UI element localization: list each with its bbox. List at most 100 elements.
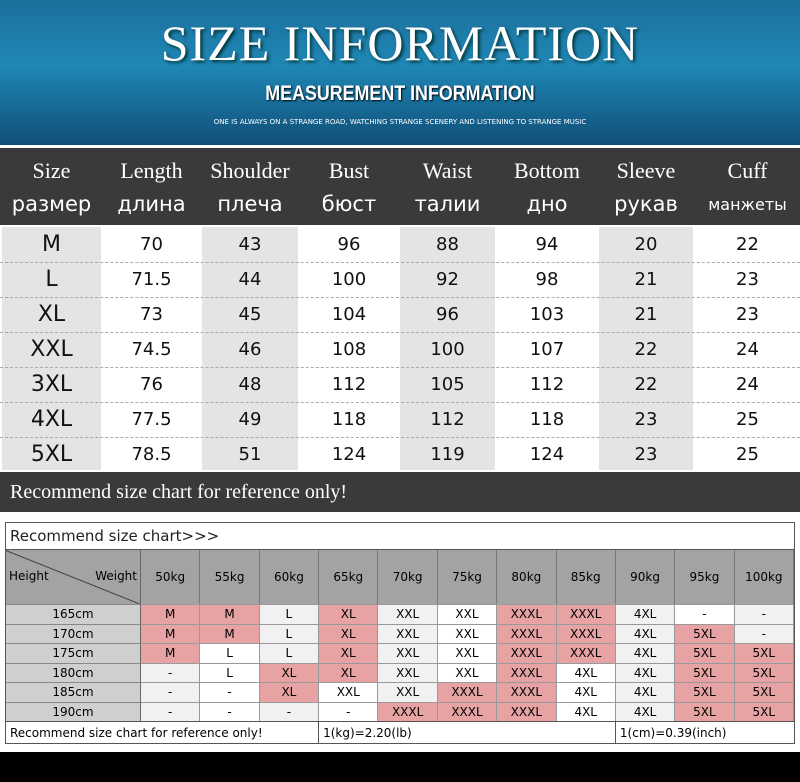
size-cell: 4XL <box>615 604 676 624</box>
size-cell: 25 <box>736 409 759 430</box>
size-cell: XL <box>37 302 66 327</box>
size-cell: 5XL <box>675 701 735 721</box>
size-cell: M <box>42 232 61 257</box>
size-cell: 4XL <box>556 701 616 721</box>
banner-tagline: ONE IS ALWAYS ON A STRANGE ROAD, WATCHIN… <box>213 118 587 126</box>
size-cell: 108 <box>331 339 367 360</box>
height-cell: 175cm <box>6 643 141 663</box>
size-cell: 118 <box>331 409 367 430</box>
size-cell: 5XL <box>675 623 735 643</box>
banner: SIZE INFORMATION MEASUREMENT INFORMATION… <box>0 0 800 145</box>
size-cell: 43 <box>238 234 262 255</box>
size-cell: XXL <box>378 662 438 682</box>
row-divider <box>0 402 800 403</box>
column-header-ru: бюст <box>321 192 377 216</box>
size-cell: L <box>200 643 260 663</box>
weight-header: 100kg <box>735 550 794 604</box>
size-cell: - <box>734 604 794 624</box>
size-cell: XXL <box>30 337 73 362</box>
size-cell: XXXL <box>497 604 557 624</box>
size-cell: M <box>141 604 201 624</box>
size-cell: 119 <box>430 444 465 465</box>
size-cell: 20 <box>634 234 658 255</box>
size-cell: L <box>200 662 260 682</box>
column-header: Sleeve <box>616 158 676 183</box>
column-header: Cuff <box>727 158 768 183</box>
size-cell: 71.5 <box>131 269 172 290</box>
size-cell: XXXL <box>497 682 557 702</box>
size-cell: XL <box>319 604 379 624</box>
size-cell: XL <box>259 662 320 682</box>
size-cell: 45 <box>238 304 262 325</box>
size-cell: 5XL <box>734 701 794 721</box>
column-header-ru: талии <box>414 192 481 216</box>
size-cell: 5XL <box>734 662 794 682</box>
column-header-ru: рукав <box>614 192 678 216</box>
size-cell: 4XL <box>615 701 676 721</box>
size-cell: 22 <box>736 234 759 255</box>
size-cell: XXL <box>378 623 438 643</box>
column-stripe <box>400 227 495 470</box>
size-cell: 4XL <box>615 643 676 663</box>
size-cell: L <box>45 267 58 292</box>
size-cell: XL <box>319 643 379 663</box>
column-header: Bottom <box>513 158 580 183</box>
size-cell: L <box>259 643 320 663</box>
size-cell: 5XL <box>675 643 735 663</box>
size-cell: 70 <box>140 234 163 255</box>
size-cell: 92 <box>436 269 459 290</box>
recommend-table: Recommend size chart>>> Height Weight 50kg 5… <box>5 522 795 744</box>
column-header-ru: размер <box>11 192 92 216</box>
column-header: Length <box>120 158 183 183</box>
size-cell: 94 <box>535 234 559 255</box>
corner-row-label: Height <box>9 569 49 583</box>
weight-header: 80kg <box>497 550 557 604</box>
size-cell: XL <box>259 682 320 702</box>
bottom-bar <box>0 752 800 782</box>
size-cell: 21 <box>634 304 658 325</box>
size-cell: - <box>259 701 320 721</box>
column-header: Size <box>32 158 71 183</box>
size-cell: M <box>141 623 201 643</box>
height-cell: 165cm <box>6 604 141 624</box>
header-row <box>0 148 800 225</box>
size-cell: 73 <box>140 304 163 325</box>
row-divider <box>0 332 800 333</box>
size-cell: 112 <box>331 374 367 395</box>
size-cell: 4XL <box>556 682 616 702</box>
size-cell: M <box>200 604 260 624</box>
size-cell: XXXL <box>378 701 438 721</box>
column-header-ru: плеча <box>217 192 283 216</box>
banner-title: SIZE INFORMATION <box>160 15 640 71</box>
size-cell: 4XL <box>556 662 616 682</box>
header-bg <box>6 550 794 604</box>
size-cell: 100 <box>331 269 367 290</box>
column-header: Bust <box>328 158 370 183</box>
size-cell: 5XL <box>734 682 794 702</box>
size-cell: 88 <box>436 234 459 255</box>
size-cell: XXXL <box>437 701 498 721</box>
size-cell: 105 <box>430 374 465 395</box>
size-cell: 124 <box>331 444 367 465</box>
size-cell: XXL <box>437 623 498 643</box>
size-cell: 51 <box>238 444 262 465</box>
size-cell: 24 <box>736 339 759 360</box>
size-cell: 25 <box>736 444 759 465</box>
size-cell: 23 <box>736 269 759 290</box>
weight-header: 85kg <box>557 550 616 604</box>
column-stripe <box>202 227 298 470</box>
size-cell: 5XL <box>675 662 735 682</box>
size-cell: XXXL <box>497 623 557 643</box>
note-bar: Recommend size chart for reference only! <box>0 472 800 512</box>
size-cell: XXXL <box>437 682 498 702</box>
size-cell: XXL <box>437 643 498 663</box>
row-divider <box>0 297 800 298</box>
size-cell: 3XL <box>30 372 73 397</box>
size-cell: 4XL <box>615 623 676 643</box>
row-divider <box>0 367 800 368</box>
table-title: Recommend size chart>>> <box>10 527 220 545</box>
row-divider <box>0 437 800 438</box>
size-cell: 46 <box>238 339 262 360</box>
size-cell: 4XL <box>615 682 676 702</box>
